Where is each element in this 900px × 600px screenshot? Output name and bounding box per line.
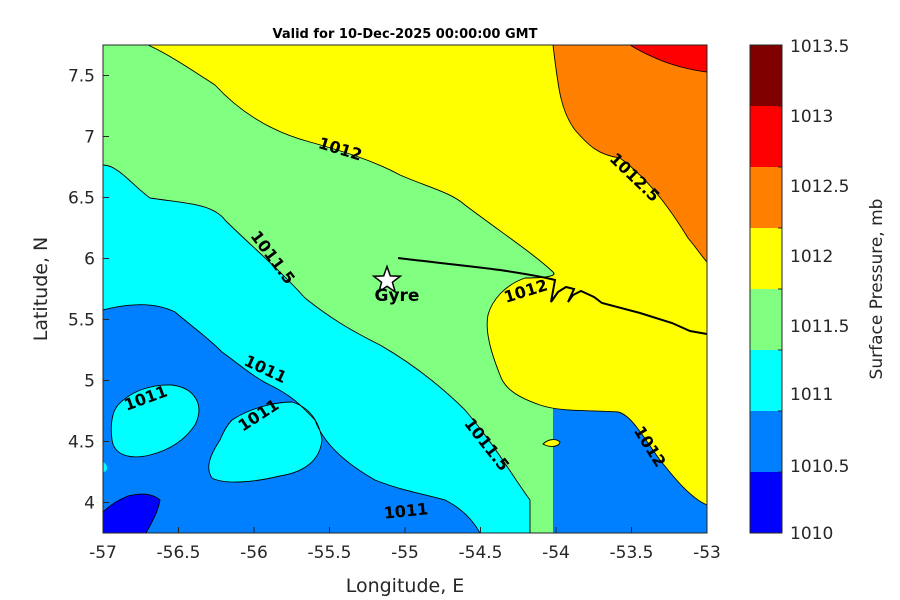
x-tick-label: -57 bbox=[89, 543, 117, 563]
colorbar-tick-label: 1010 bbox=[790, 524, 833, 544]
chart-title: Valid for 10-Dec-2025 00:00:00 GMT bbox=[273, 27, 538, 42]
colorbar-tick-label: 1013.5 bbox=[790, 37, 849, 57]
x-ticks bbox=[102, 527, 708, 533]
colorbar-swatch-1013.5 bbox=[750, 45, 782, 106]
colorbar-title: Surface Pressure, mb bbox=[867, 199, 887, 380]
x-tick-label: -56 bbox=[240, 543, 268, 563]
colorbar-swatch-1011.5 bbox=[750, 289, 782, 350]
marker-label: Gyre bbox=[375, 286, 420, 306]
colorbar-swatch-1012.5 bbox=[750, 167, 782, 228]
contour-label-1011-south: 1011 bbox=[383, 499, 429, 523]
x-tick-label: -55.5 bbox=[308, 543, 352, 563]
x-tick-label: -54.5 bbox=[459, 543, 503, 563]
y-tick-label: 5 bbox=[84, 372, 95, 392]
star-marker-icon bbox=[371, 264, 403, 294]
colorbar-tick-label: 1013 bbox=[790, 107, 833, 127]
y-tick-label: 5.5 bbox=[68, 311, 95, 331]
x-tick-label: -53 bbox=[693, 543, 721, 563]
y-tick-label: 7.5 bbox=[68, 67, 95, 87]
colorbar-swatch-1010 bbox=[750, 472, 782, 533]
colorbar-ticks bbox=[778, 44, 782, 534]
band-1012.5-1013 bbox=[553, 45, 707, 262]
contour-lines bbox=[103, 45, 707, 533]
band-1011-1011.5 bbox=[103, 165, 530, 533]
x-tick-label: -56.5 bbox=[157, 543, 201, 563]
band-1011-island-edge bbox=[103, 462, 107, 472]
x-tick-label: -53.5 bbox=[610, 543, 654, 563]
y-axis-label: Latitude, N bbox=[30, 237, 52, 342]
x-axis-label: Longitude, E bbox=[346, 575, 465, 597]
band-1013-1013.5 bbox=[630, 45, 707, 72]
y-tick-label: 6.5 bbox=[68, 189, 95, 209]
colorbar-tick-label: 1011 bbox=[790, 385, 833, 405]
colorbar-swatch-1012 bbox=[750, 228, 782, 289]
band-1010-1010.5-corner bbox=[103, 494, 160, 533]
colorbar-tick-label: 1011.5 bbox=[790, 317, 849, 337]
y-ticks bbox=[103, 75, 109, 503]
x-tick-label: -55 bbox=[391, 543, 419, 563]
x-tick-label: -54 bbox=[542, 543, 570, 563]
y-tick-label: 4 bbox=[84, 494, 95, 514]
colorbar-swatch-1013 bbox=[750, 106, 782, 167]
y-tick-label: 6 bbox=[84, 250, 95, 270]
band-1011-island-central bbox=[208, 402, 322, 483]
colorbar-tick-label: 1010.5 bbox=[790, 457, 849, 477]
coastline bbox=[397, 257, 707, 335]
band-1012-1012.5 bbox=[148, 45, 707, 505]
colorbar-swatch-1011 bbox=[750, 350, 782, 411]
colorbar-tick-label: 1012 bbox=[790, 247, 833, 267]
colorbar-tick-label: 1012.5 bbox=[790, 177, 849, 197]
colorbar: 1010 1010.5 1011 1011.5 1012 1012.5 1013… bbox=[749, 37, 887, 544]
y-axis: 4 4.5 5 5.5 6 6.5 7 7.5 Latitude, N bbox=[30, 67, 109, 514]
y-tick-label: 4.5 bbox=[68, 433, 95, 453]
colorbar-swatch-1010.5 bbox=[750, 411, 782, 472]
x-axis: -57 -56.5 -56 -55.5 -55 -54.5 -54 -53.5 … bbox=[89, 527, 721, 597]
band-1011-island-west bbox=[111, 384, 199, 457]
y-tick-label: 7 bbox=[84, 128, 95, 148]
plot-area bbox=[103, 45, 707, 533]
gyre-marker-group: Gyre bbox=[371, 264, 420, 306]
band-1011.5-1012 bbox=[103, 45, 553, 533]
